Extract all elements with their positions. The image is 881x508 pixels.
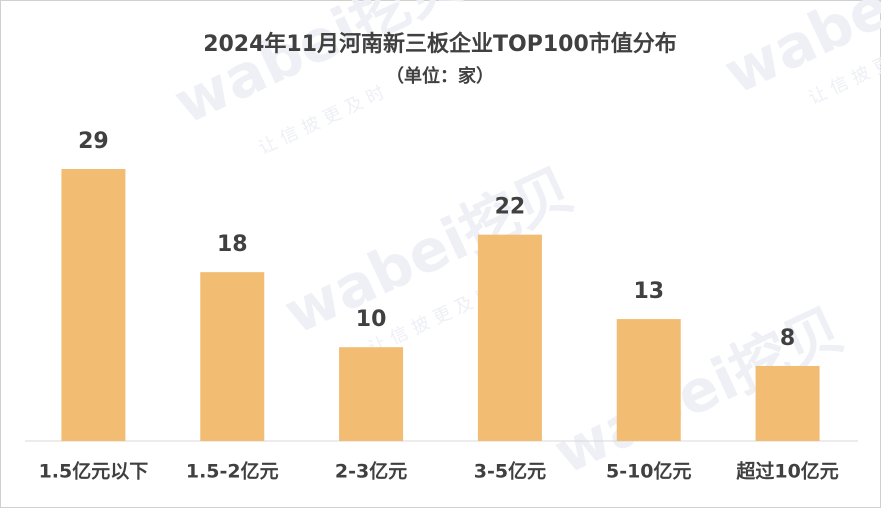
x-tick-label: 5-10亿元	[606, 460, 692, 483]
x-tick-label: 1.5-2亿元	[186, 460, 279, 483]
bar	[200, 272, 265, 441]
chart-subtitle: （单位：家）	[386, 65, 494, 87]
value-label: 18	[217, 232, 248, 257]
value-label: 13	[633, 279, 664, 304]
bar	[616, 319, 681, 441]
x-tick-label: 2-3亿元	[335, 460, 407, 483]
value-label: 22	[495, 195, 526, 220]
x-tick-label: 1.5亿元以下	[39, 460, 149, 483]
chart-title: 2024年11月河南新三板企业TOP100市值分布	[203, 31, 677, 57]
value-label: 10	[356, 307, 387, 332]
bar	[61, 169, 126, 441]
x-tick-label: 3-5亿元	[474, 460, 546, 483]
value-label: 8	[780, 326, 795, 351]
x-tick-label: 超过10亿元	[735, 460, 838, 483]
bar	[339, 347, 404, 441]
bar	[477, 234, 542, 441]
value-label: 29	[78, 129, 109, 154]
bar	[755, 365, 820, 441]
